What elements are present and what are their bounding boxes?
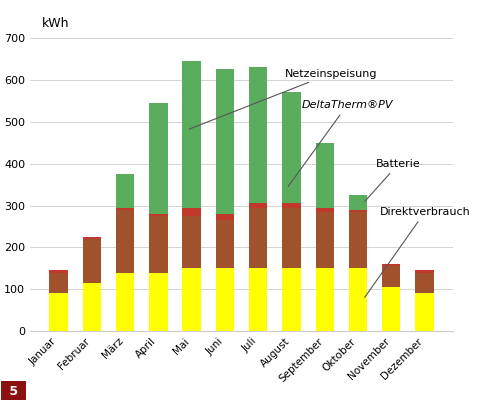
Bar	[283, 204, 300, 208]
Bar	[116, 174, 134, 208]
Bar	[83, 237, 101, 239]
Bar	[216, 268, 234, 331]
Bar	[249, 204, 268, 208]
Bar	[315, 212, 334, 268]
Bar	[149, 103, 168, 214]
Bar	[49, 294, 68, 331]
Text: Direktverbrauch: Direktverbrauch	[365, 207, 470, 298]
Bar	[83, 283, 101, 331]
Bar	[315, 268, 334, 331]
Bar	[216, 220, 234, 268]
Bar	[49, 270, 68, 272]
Bar	[83, 239, 101, 283]
Bar	[349, 210, 367, 212]
Bar	[116, 272, 134, 331]
Bar	[183, 208, 201, 216]
Bar	[283, 268, 300, 331]
Text: DeltaTherm®PV: DeltaTherm®PV	[288, 100, 393, 186]
Bar	[183, 216, 201, 268]
Bar	[183, 61, 201, 208]
Bar	[116, 208, 134, 210]
Text: kWh: kWh	[42, 16, 70, 30]
Bar	[149, 214, 168, 216]
Bar	[216, 214, 234, 220]
Bar	[315, 143, 334, 208]
Bar	[49, 272, 68, 294]
Bar	[415, 270, 434, 272]
Bar	[116, 210, 134, 272]
Bar	[415, 272, 434, 294]
Bar	[349, 268, 367, 331]
Bar	[283, 92, 300, 204]
Bar	[183, 268, 201, 331]
Text: Netzeinspeisung: Netzeinspeisung	[189, 68, 377, 129]
Bar	[382, 264, 400, 266]
Bar	[249, 208, 268, 268]
Bar	[149, 216, 168, 272]
Bar	[382, 266, 400, 287]
Bar	[149, 272, 168, 331]
Bar	[315, 208, 334, 212]
Bar	[283, 208, 300, 268]
Text: 5: 5	[5, 385, 22, 398]
Bar	[415, 294, 434, 331]
Bar	[249, 268, 268, 331]
Bar	[382, 287, 400, 331]
Bar	[249, 67, 268, 204]
Bar	[349, 195, 367, 210]
Bar	[216, 69, 234, 214]
Text: Batterie: Batterie	[365, 159, 421, 201]
Bar	[349, 212, 367, 268]
